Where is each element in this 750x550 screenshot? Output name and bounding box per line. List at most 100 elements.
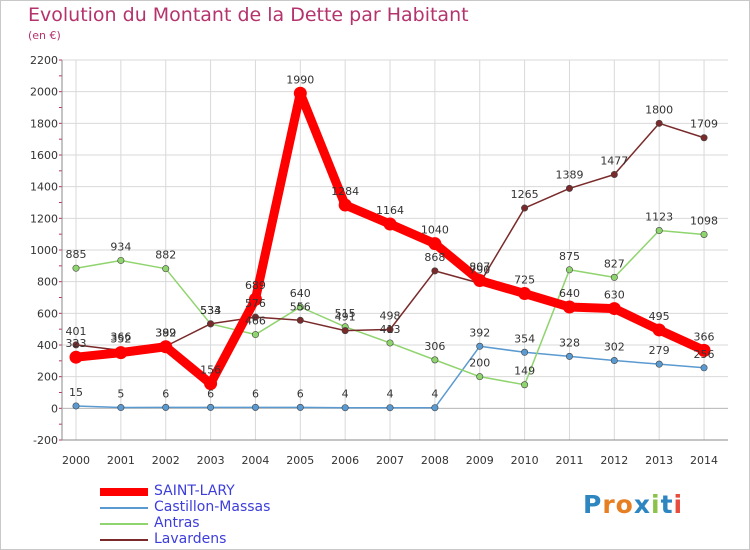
logo-letter: o bbox=[615, 490, 634, 519]
x-tick-label: 2010 bbox=[511, 454, 539, 467]
legend-label-lavardens: Lavardens bbox=[154, 531, 227, 547]
legend-item-saint-lary[interactable]: SAINT-LARY bbox=[100, 483, 360, 500]
data-label-castillon-massas: 5 bbox=[117, 388, 124, 401]
data-point-antras bbox=[72, 264, 80, 272]
data-point-antras bbox=[251, 331, 259, 339]
legend-item-castillon-massas[interactable]: Castillon-Massas bbox=[100, 499, 360, 516]
data-point-castillon-massas bbox=[655, 360, 663, 368]
x-tick-label: 2009 bbox=[466, 454, 494, 467]
data-label-lavardens: 1389 bbox=[555, 168, 583, 181]
data-label-castillon-massas: 392 bbox=[469, 326, 490, 339]
y-tick-label: 1000 bbox=[30, 244, 58, 257]
data-label-castillon-massas: 328 bbox=[559, 336, 580, 349]
data-label-antras: 827 bbox=[604, 257, 625, 270]
legend-item-antras[interactable]: Antras bbox=[100, 515, 360, 532]
data-label-antras: 1098 bbox=[690, 214, 718, 227]
data-label-saint-lary: 366 bbox=[694, 330, 715, 343]
data-point-castillon-massas bbox=[700, 364, 708, 372]
x-tick-label: 2005 bbox=[286, 454, 314, 467]
data-point-castillon-massas bbox=[117, 404, 125, 412]
x-tick-label: 2004 bbox=[241, 454, 269, 467]
data-label-saint-lary: 1164 bbox=[376, 204, 404, 217]
y-tick-label: 1800 bbox=[30, 117, 58, 130]
data-point-saint-lary bbox=[204, 377, 218, 391]
logo-letter: t bbox=[660, 490, 674, 519]
data-label-saint-lary: 807 bbox=[469, 261, 490, 274]
data-label-lavardens: 790 bbox=[469, 263, 490, 276]
legend-label-saint-lary: SAINT-LARY bbox=[154, 483, 235, 499]
data-point-lavardens bbox=[251, 313, 259, 321]
x-tick-label: 2007 bbox=[376, 454, 404, 467]
data-label-lavardens: 491 bbox=[335, 311, 356, 324]
y-tick-label: 1600 bbox=[30, 149, 58, 162]
data-point-castillon-massas bbox=[521, 348, 529, 356]
data-point-saint-lary bbox=[69, 350, 83, 364]
y-tick-label: 2000 bbox=[30, 86, 58, 99]
data-label-antras: 640 bbox=[290, 287, 311, 300]
data-point-antras bbox=[162, 265, 170, 273]
y-tick-label: 1200 bbox=[30, 212, 58, 225]
data-label-lavardens: 1265 bbox=[511, 188, 539, 201]
data-point-castillon-massas bbox=[207, 403, 215, 411]
data-point-castillon-massas bbox=[610, 357, 618, 365]
x-tick-label: 2011 bbox=[555, 454, 583, 467]
data-label-antras: 413 bbox=[380, 323, 401, 336]
data-point-castillon-massas bbox=[72, 402, 80, 410]
logo-letter: P bbox=[583, 490, 603, 519]
data-point-lavardens bbox=[655, 119, 663, 127]
data-point-castillon-massas bbox=[162, 403, 170, 411]
data-point-saint-lary bbox=[428, 237, 442, 251]
data-label-saint-lary: 1040 bbox=[421, 224, 449, 237]
chart-title: Evolution du Montant de la Dette par Hab… bbox=[28, 4, 469, 26]
data-point-antras bbox=[117, 256, 125, 264]
x-tick-label: 2014 bbox=[690, 454, 718, 467]
data-label-saint-lary: 1284 bbox=[331, 185, 359, 198]
x-tick-label: 2012 bbox=[600, 454, 628, 467]
data-label-castillon-massas: 6 bbox=[162, 387, 169, 400]
data-point-saint-lary bbox=[697, 343, 711, 357]
data-point-saint-lary bbox=[518, 287, 532, 301]
x-tick-label: 2006 bbox=[331, 454, 359, 467]
data-label-castillon-massas: 6 bbox=[207, 387, 214, 400]
logo-letter: r bbox=[602, 490, 616, 519]
data-label-castillon-massas: 354 bbox=[514, 332, 535, 345]
data-point-lavardens bbox=[521, 204, 529, 212]
x-tick-label: 2001 bbox=[107, 454, 135, 467]
data-label-antras: 200 bbox=[469, 357, 490, 370]
data-label-saint-lary: 495 bbox=[649, 310, 670, 323]
data-point-saint-lary bbox=[473, 274, 487, 288]
data-label-castillon-massas: 4 bbox=[431, 388, 438, 401]
data-label-lavardens: 576 bbox=[245, 297, 266, 310]
x-tick-label: 2000 bbox=[62, 454, 90, 467]
data-point-antras bbox=[386, 339, 394, 347]
data-point-castillon-massas bbox=[565, 352, 573, 360]
data-label-lavardens: 1800 bbox=[645, 103, 673, 116]
data-point-antras bbox=[296, 303, 304, 311]
data-point-lavardens bbox=[700, 134, 708, 142]
y-tick-label: 2200 bbox=[30, 54, 58, 67]
data-point-lavardens bbox=[386, 325, 394, 333]
data-point-castillon-massas bbox=[431, 404, 439, 412]
y-tick-label: -200 bbox=[33, 434, 58, 447]
data-point-antras bbox=[431, 356, 439, 364]
data-point-saint-lary bbox=[652, 323, 666, 337]
data-point-lavardens bbox=[431, 267, 439, 275]
legend-item-lavardens[interactable]: Lavardens bbox=[100, 531, 360, 548]
data-label-castillon-massas: 4 bbox=[387, 388, 394, 401]
data-point-saint-lary bbox=[562, 300, 576, 314]
legend-swatch-castillon-massas bbox=[100, 507, 148, 509]
data-point-saint-lary bbox=[383, 217, 397, 231]
data-label-saint-lary: 630 bbox=[604, 289, 625, 302]
data-label-lavardens: 401 bbox=[66, 325, 87, 338]
data-point-antras bbox=[610, 273, 618, 281]
data-label-lavardens: 1709 bbox=[690, 118, 718, 131]
data-label-lavardens: 392 bbox=[155, 326, 176, 339]
data-label-castillon-massas: 256 bbox=[694, 348, 715, 361]
data-label-castillon-massas: 4 bbox=[342, 388, 349, 401]
data-label-saint-lary: 352 bbox=[110, 333, 131, 346]
data-point-lavardens bbox=[565, 184, 573, 192]
data-point-lavardens bbox=[610, 170, 618, 178]
data-label-lavardens: 1477 bbox=[600, 154, 628, 167]
data-point-lavardens bbox=[207, 320, 215, 328]
data-label-antras: 875 bbox=[559, 250, 580, 263]
